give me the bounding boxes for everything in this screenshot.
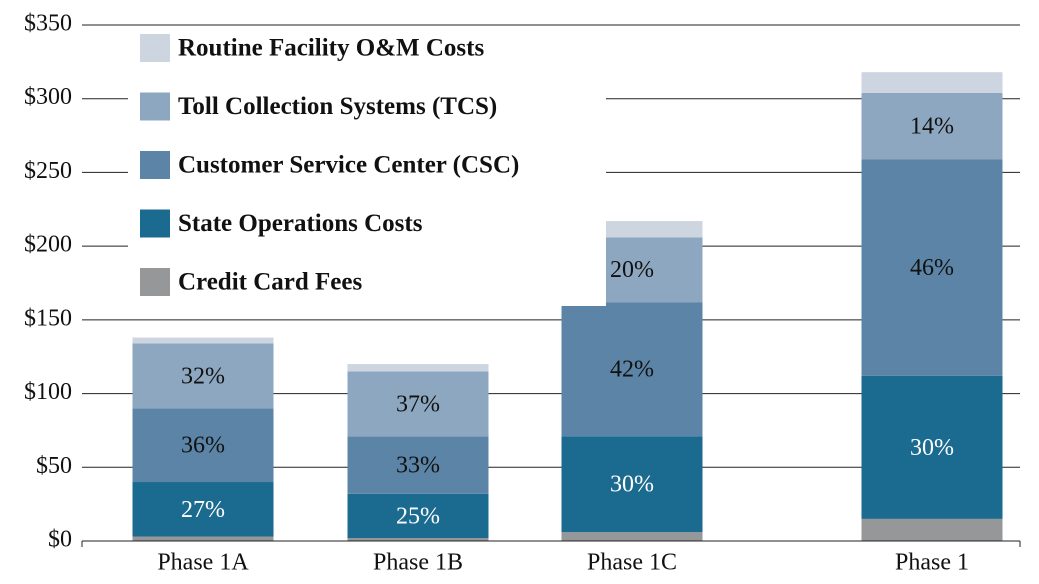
bar-segment bbox=[561, 436, 703, 533]
segment-label: 37% bbox=[396, 391, 440, 417]
legend-label: Toll Collection Systems (TCS) bbox=[178, 93, 497, 120]
y-tick-label: $300 bbox=[24, 84, 72, 110]
bar-segment bbox=[347, 436, 489, 494]
legend-swatch bbox=[140, 92, 170, 121]
bar-segment bbox=[861, 92, 1003, 160]
legend-label: State Operations Costs bbox=[178, 210, 423, 237]
y-tick-label: $100 bbox=[24, 379, 72, 405]
segment-label: 32% bbox=[181, 363, 225, 389]
segment-label: 14% bbox=[910, 113, 954, 139]
x-tick-label: Phase 1C bbox=[587, 550, 677, 576]
segment-label: 36% bbox=[181, 433, 225, 459]
segment-label: 46% bbox=[910, 255, 954, 281]
segment-label: 30% bbox=[910, 435, 954, 461]
x-tick-label: Phase 1B bbox=[373, 550, 463, 576]
legend-label: Credit Card Fees bbox=[178, 269, 362, 296]
segment-label: 30% bbox=[610, 472, 654, 498]
legend-swatch bbox=[140, 151, 170, 179]
bar-segment bbox=[132, 408, 274, 483]
bar-segment bbox=[347, 493, 489, 539]
x-tick-label: Phase 1 bbox=[895, 550, 969, 576]
legend-label: Customer Service Center (CSC) bbox=[178, 152, 519, 179]
segment-label: 33% bbox=[396, 453, 440, 479]
bar-segment bbox=[861, 72, 1003, 93]
bar-segment bbox=[132, 337, 274, 344]
segment-label: 20% bbox=[610, 257, 654, 283]
legend-label: Routine Facility O&M Costs bbox=[178, 35, 484, 62]
segment-label: 25% bbox=[396, 503, 440, 529]
bar-segment bbox=[561, 532, 703, 541]
y-tick-label: $200 bbox=[24, 232, 72, 258]
bar-segment bbox=[347, 371, 489, 437]
y-tick-label: $0 bbox=[48, 527, 72, 553]
legend-swatch bbox=[140, 34, 170, 62]
segment-label: 42% bbox=[610, 357, 654, 383]
y-tick-label: $50 bbox=[36, 453, 72, 479]
bar-segment bbox=[132, 343, 274, 409]
bar-segment bbox=[132, 482, 274, 537]
legend: Credit Card Fees State Operations Costs Cu… bbox=[128, 28, 606, 306]
legend-background bbox=[128, 28, 606, 306]
legend-swatch bbox=[140, 268, 170, 296]
bar-segment bbox=[861, 159, 1003, 376]
bar-segment bbox=[561, 302, 703, 437]
bar-segment bbox=[861, 375, 1003, 519]
legend-swatch bbox=[140, 209, 170, 238]
y-tick-label: $350 bbox=[24, 11, 72, 37]
bar-segment bbox=[347, 364, 489, 372]
y-tick-label: $250 bbox=[24, 158, 72, 184]
bar-segment bbox=[347, 538, 489, 541]
x-tick-label: Phase 1A bbox=[157, 550, 249, 576]
y-tick-label: $150 bbox=[24, 305, 72, 331]
bar-segment bbox=[132, 536, 274, 541]
segment-label: 27% bbox=[181, 497, 225, 523]
bar-segment bbox=[861, 518, 1003, 541]
